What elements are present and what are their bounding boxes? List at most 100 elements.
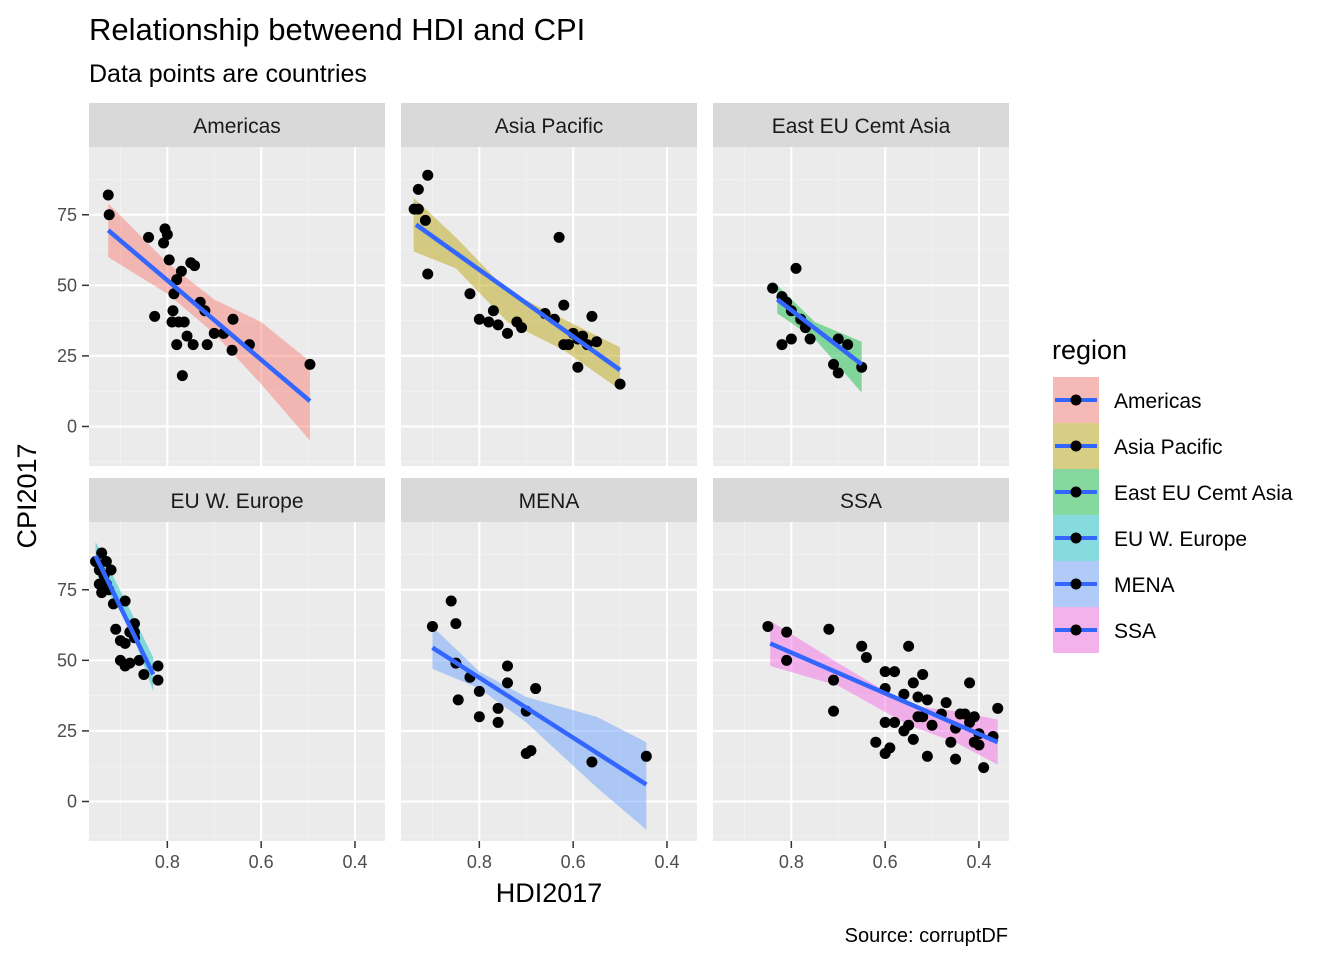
data-point <box>175 265 187 277</box>
strip-east-eu-cemt-asia <box>713 103 1009 147</box>
y-tick-label: 0 <box>67 791 77 811</box>
data-point <box>138 668 150 680</box>
x-tick-label: 0.8 <box>155 852 180 872</box>
panel-background-east-eu-cemt-asia <box>713 147 1009 466</box>
data-point <box>412 183 424 195</box>
data-point <box>133 654 145 666</box>
data-point <box>189 260 201 272</box>
legend-label-asia-pacific: Asia Pacific <box>1114 436 1223 459</box>
strip-americas <box>89 103 385 147</box>
x-tick-label: 0.6 <box>249 852 274 872</box>
trend-line-eu-w-europe <box>93 554 156 676</box>
data-point <box>422 268 434 280</box>
trend-line-asia-pacific <box>414 222 622 372</box>
data-point <box>473 711 485 723</box>
x-axis-title: HDI2017 <box>496 878 603 908</box>
data-point <box>870 736 882 748</box>
data-point <box>171 339 183 351</box>
legend-label-ssa: SSA <box>1114 620 1156 643</box>
data-point <box>304 358 316 370</box>
confidence-band-mena <box>432 626 647 830</box>
data-point <box>926 719 938 731</box>
data-point <box>964 677 976 689</box>
data-point <box>767 282 779 294</box>
data-point <box>614 378 626 390</box>
y-axes: 0 25 50 75 0 25 50 75 <box>57 205 89 811</box>
data-point <box>762 620 774 632</box>
trend-line-east-eu-cemt-asia <box>775 297 864 367</box>
data-point <box>181 330 193 342</box>
data-point <box>516 322 528 334</box>
panel-mena: MENA <box>401 478 697 841</box>
panel-ssa: SSA <box>713 478 1009 841</box>
data-point <box>907 677 919 689</box>
strip-label-asia-pacific: Asia Pacific <box>495 115 604 138</box>
data-point <box>96 587 108 599</box>
y-tick-label: 25 <box>57 346 77 366</box>
data-point <box>940 697 952 709</box>
x-tick-label: 0.6 <box>873 852 898 872</box>
data-point <box>804 333 816 345</box>
data-point <box>860 652 872 664</box>
legend-label-east-eu-cemt-asia: East EU Cemt Asia <box>1114 482 1293 505</box>
legend-key-point <box>1070 440 1082 452</box>
data-point <box>917 668 929 680</box>
data-point <box>93 578 105 590</box>
data-point <box>879 666 891 678</box>
panel-background-mena <box>401 522 697 841</box>
legend-key-point <box>1070 624 1082 636</box>
data-point <box>558 299 570 311</box>
data-point <box>422 169 434 181</box>
y-tick-label: 75 <box>57 205 77 225</box>
data-point <box>954 708 966 720</box>
data-point <box>992 702 1004 714</box>
data-point <box>412 203 424 215</box>
data-point <box>501 327 513 339</box>
legend-key-point <box>1070 394 1082 406</box>
trend-line-ssa <box>769 641 999 745</box>
data-point <box>119 595 131 607</box>
data-point <box>149 310 161 322</box>
y-tick-label: 50 <box>57 275 77 295</box>
data-point <box>903 719 915 731</box>
data-point <box>978 762 990 774</box>
panel-background-americas <box>89 147 385 466</box>
data-point <box>96 547 108 559</box>
data-point <box>187 339 199 351</box>
data-point <box>921 694 933 706</box>
data-point <box>950 753 962 765</box>
data-point <box>591 336 603 348</box>
legend-item-americas: Americas <box>1053 377 1202 423</box>
x-tick-label: 0.4 <box>966 852 991 872</box>
data-point <box>945 736 957 748</box>
data-point <box>781 654 793 666</box>
data-point <box>161 229 173 241</box>
data-point <box>912 691 924 703</box>
data-point <box>492 716 504 728</box>
legend-key-point <box>1070 578 1082 590</box>
data-point <box>790 262 802 274</box>
data-point <box>426 620 438 632</box>
panel-background-eu-w-europe <box>89 522 385 841</box>
facet-panels: Americas Asia Pacific East EU Cemt Asia EU … <box>89 103 1009 841</box>
legend-item-asia-pacific: Asia Pacific <box>1053 423 1223 469</box>
data-point <box>464 288 476 300</box>
data-point <box>553 231 565 243</box>
data-point <box>171 274 183 286</box>
data-point <box>903 640 915 652</box>
data-point <box>487 305 499 317</box>
y-tick-label: 25 <box>57 721 77 741</box>
data-point <box>921 750 933 762</box>
data-point <box>884 742 896 754</box>
data-point <box>525 745 537 757</box>
data-point <box>152 660 164 672</box>
data-point <box>586 756 598 768</box>
data-point <box>227 313 239 325</box>
panel-background-asia-pacific <box>401 147 697 466</box>
data-point <box>640 750 652 762</box>
data-point <box>176 370 188 382</box>
data-point <box>889 666 901 678</box>
strip-ssa <box>713 478 1009 522</box>
data-point <box>898 688 910 700</box>
